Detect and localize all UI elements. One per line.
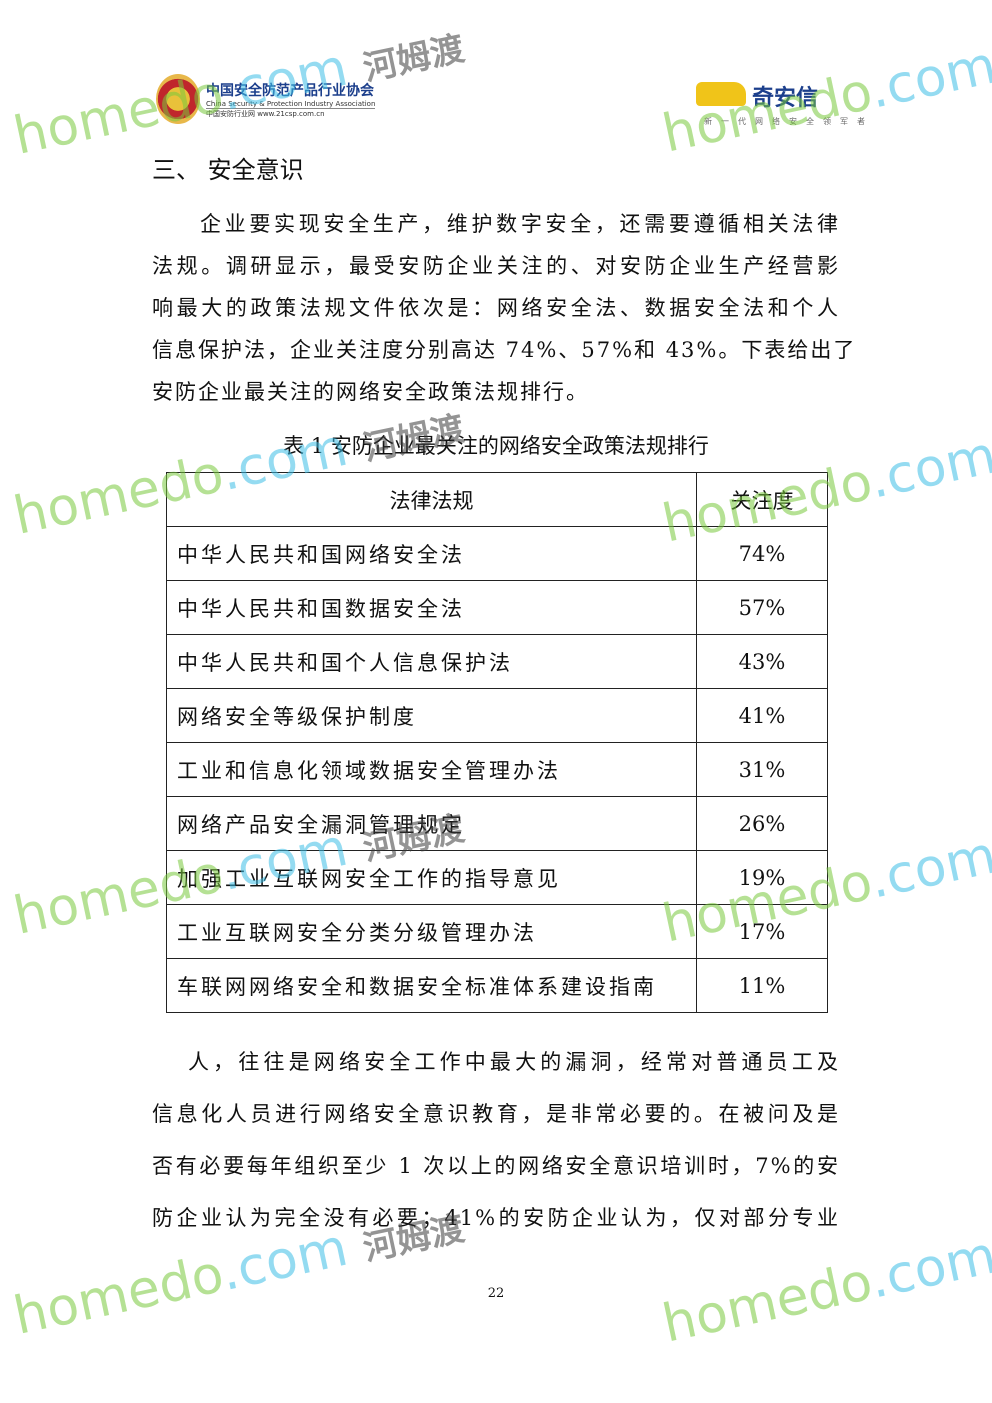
- attention-value: 74%: [696, 526, 828, 581]
- regulations-table: 法律法规 关注度 中华人民共和国网络安全法 74% 中华人民共和国数据安全法 57% 中…: [166, 472, 828, 1013]
- attention-value: 41%: [696, 688, 828, 743]
- text-line: 信息化人员进行网络安全意识教育，是非常必要的。在被问及是: [152, 1102, 840, 1126]
- table-row: 车联网网络安全和数据安全标准体系建设指南 11%: [166, 958, 828, 1013]
- law-name: 工业和信息化领域数据安全管理办法: [166, 742, 697, 797]
- text-line: 企业要实现安全生产，维护数字安全，还需要遵循相关法律: [200, 212, 840, 236]
- table-row: 网络产品安全漏洞管理规定 26%: [166, 796, 828, 851]
- attention-value: 43%: [696, 634, 828, 689]
- qianxin-logo: 奇安信 新一代网络安全领军者: [696, 80, 874, 127]
- logo-cn: 中国安全防范产品行业协会: [206, 82, 374, 99]
- attention-value: 19%: [696, 850, 828, 905]
- law-name: 中华人民共和国网络安全法: [166, 526, 697, 581]
- association-logo: 中国安全防范产品行业协会 China Security & Protection…: [156, 74, 376, 124]
- attention-value: 57%: [696, 580, 828, 635]
- emblem-icon: [156, 74, 200, 124]
- header-attention: 关注度: [696, 472, 828, 527]
- law-name: 车联网网络安全和数据安全标准体系建设指南: [166, 958, 697, 1013]
- table-caption: 表 1 安防企业最关注的网络安全政策法规排行: [283, 434, 709, 458]
- logo-name: 奇安信: [696, 80, 874, 112]
- table-row: 加强工业互联网安全工作的指导意见 19%: [166, 850, 828, 905]
- header-law: 法律法规: [166, 472, 697, 527]
- attention-value: 31%: [696, 742, 828, 797]
- table-row: 工业互联网安全分类分级管理办法 17%: [166, 904, 828, 959]
- text-line: 信息保护法，企业关注度分别高达 74%、57%和 43%。下表给出了: [152, 338, 857, 362]
- page-number: 22: [487, 1286, 505, 1301]
- table-row: 中华人民共和国个人信息保护法 43%: [166, 634, 828, 689]
- law-name: 网络产品安全漏洞管理规定: [166, 796, 697, 851]
- text-line: 人，往往是网络安全工作中最大的漏洞，经常对普通员工及: [188, 1050, 840, 1074]
- table-row: 网络安全等级保护制度 41%: [166, 688, 828, 743]
- attention-value: 26%: [696, 796, 828, 851]
- law-name: 工业互联网安全分类分级管理办法: [166, 904, 697, 959]
- logo-url: 中国安防行业网 www.21csp.com.cn: [206, 109, 325, 118]
- attention-value: 11%: [696, 958, 828, 1013]
- text-line: 安防企业最关注的网络安全政策法规排行。: [152, 380, 589, 404]
- table-row: 中华人民共和国网络安全法 74%: [166, 526, 828, 581]
- paragraph-2: 人，往往是网络安全工作中最大的漏洞，经常对普通员工及 信息化人员进行网络安全意识…: [152, 1046, 840, 1254]
- paragraph-1: 企业要实现安全生产，维护数字安全，还需要遵循相关法律 法规。调研显示，最受安防企…: [152, 208, 857, 418]
- section-title: 三、 安全意识: [152, 156, 304, 184]
- text-line: 否有必要每年组织至少 1 次以上的网络安全意识培训时，7%的安: [152, 1154, 840, 1178]
- table-row: 中华人民共和国数据安全法 57%: [166, 580, 828, 635]
- text-line: 响最大的政策法规文件依次是：网络安全法、数据安全法和个人: [152, 296, 840, 320]
- text-line: 防企业认为完全没有必要；41%的安防企业认为，仅对部分专业: [152, 1206, 840, 1230]
- table-row: 工业和信息化领域数据安全管理办法 31%: [166, 742, 828, 797]
- law-name: 网络安全等级保护制度: [166, 688, 697, 743]
- law-name: 中华人民共和国数据安全法: [166, 580, 697, 635]
- logo-slogan: 新一代网络安全领军者: [704, 117, 874, 126]
- logo-en: China Security & Protection Industry Ass…: [206, 99, 376, 109]
- text-line: 法规。调研显示，最受安防企业关注的、对安防企业生产经营影: [152, 254, 840, 278]
- law-name: 加强工业互联网安全工作的指导意见: [166, 850, 697, 905]
- attention-value: 17%: [696, 904, 828, 959]
- law-name: 中华人民共和国个人信息保护法: [166, 634, 697, 689]
